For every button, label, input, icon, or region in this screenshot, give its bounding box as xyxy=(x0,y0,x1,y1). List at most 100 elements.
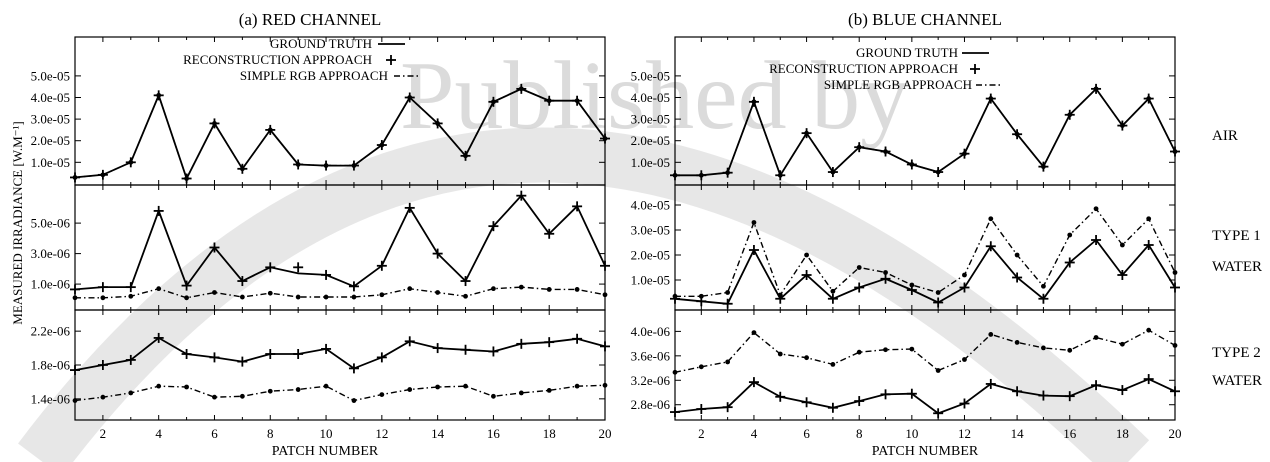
x-tick-label: 20 xyxy=(1169,426,1182,441)
subplot-6: 2.8e-06 3.2e-06 3.6e-06 4.0e-06 2 4 6 8 10 12 14 16… xyxy=(631,309,1182,441)
x-axis-label-red: PATCH NUMBER xyxy=(272,444,379,459)
y-tick-label: 4.0e-05 xyxy=(31,90,70,105)
x-tick-label: 14 xyxy=(1011,426,1025,441)
row-label-air: AIR xyxy=(1212,128,1238,144)
y-tick-label: 1.0e-06 xyxy=(31,277,71,292)
point-reconstruction xyxy=(153,90,164,101)
point-reconstruction xyxy=(1170,146,1180,157)
plot-area: 1.0e-052.0e-053.0e-054.0e-055.0e-051.0e-… xyxy=(31,36,1182,441)
point-reconstruction xyxy=(70,172,80,183)
point-reconstruction xyxy=(181,349,192,359)
x-tick-label: 8 xyxy=(267,426,274,441)
point-reconstruction xyxy=(572,95,583,106)
point-reconstruction xyxy=(1117,120,1128,131)
series-line-simple-rgb xyxy=(674,329,1176,373)
point-simple-rgb xyxy=(725,359,731,365)
point-simple-rgb xyxy=(804,355,809,361)
point-simple-rgb xyxy=(962,272,967,278)
point-reconstruction xyxy=(432,118,443,129)
legend-blue: GROUND TRUTH RECONSTRUCTION APPROACH SIM… xyxy=(769,45,1003,92)
point-simple-rgb xyxy=(804,252,809,258)
x-tick-label: 10 xyxy=(905,426,918,441)
y-tick-label: 3.2e-06 xyxy=(631,373,671,388)
point-reconstruction xyxy=(696,170,707,181)
y-tick-label: 2.2e-06 xyxy=(31,324,71,339)
y-tick-label: 5.0e-05 xyxy=(631,68,670,83)
point-reconstruction xyxy=(670,293,680,304)
point-reconstruction xyxy=(748,96,759,107)
y-tick-label: 1.0e-05 xyxy=(631,273,670,288)
x-tick-label: 14 xyxy=(431,426,445,441)
point-reconstruction xyxy=(321,343,332,354)
point-reconstruction xyxy=(70,284,80,295)
point-simple-rgb xyxy=(909,346,915,352)
x-tick-label: 10 xyxy=(320,426,333,441)
point-reconstruction xyxy=(906,285,917,295)
point-reconstruction xyxy=(516,338,527,349)
point-simple-rgb xyxy=(212,290,217,295)
point-reconstruction xyxy=(1012,129,1023,140)
x-tick-label: 6 xyxy=(211,426,218,441)
point-simple-rgb xyxy=(435,290,441,295)
point-simple-rgb xyxy=(491,393,496,399)
point-reconstruction xyxy=(748,245,759,255)
point-reconstruction xyxy=(600,341,610,352)
point-simple-rgb xyxy=(156,383,162,389)
point-reconstruction xyxy=(516,83,527,94)
point-simple-rgb xyxy=(1119,341,1125,347)
point-simple-rgb xyxy=(856,349,862,355)
point-simple-rgb xyxy=(212,394,217,400)
point-reconstruction xyxy=(70,365,80,376)
point-reconstruction xyxy=(1091,83,1102,94)
point-reconstruction xyxy=(1064,391,1075,402)
row-label-type1: TYPE 1 xyxy=(1212,228,1261,244)
point-simple-rgb xyxy=(491,286,496,292)
y-tick-label: 3.0e-05 xyxy=(631,223,670,238)
point-simple-rgb xyxy=(1067,347,1073,353)
watermark: Published by xyxy=(18,42,1150,462)
point-simple-rgb xyxy=(1172,343,1178,348)
point-reconstruction xyxy=(1012,386,1023,397)
point-reconstruction xyxy=(1143,93,1154,104)
point-reconstruction xyxy=(265,262,276,273)
point-reconstruction xyxy=(933,167,944,178)
point-reconstruction xyxy=(748,377,759,388)
watermark-swoosh xyxy=(18,127,1150,462)
point-simple-rgb xyxy=(546,387,552,393)
point-simple-rgb xyxy=(239,393,245,399)
point-reconstruction xyxy=(827,167,838,178)
series-line-ground-truth xyxy=(74,87,606,181)
y-tick-label: 2.0e-05 xyxy=(631,133,670,148)
subplot-4: 1.0e-05 2.0e-05 3.0e-05 4.0e-05 xyxy=(631,184,1180,311)
y-tick-label: 1.0e-05 xyxy=(31,155,70,170)
point-reconstruction xyxy=(181,173,192,184)
point-reconstruction xyxy=(265,349,276,359)
point-reconstruction xyxy=(348,363,359,374)
point-reconstruction xyxy=(181,280,192,291)
point-reconstruction xyxy=(933,297,944,308)
point-simple-rgb xyxy=(698,364,704,370)
point-reconstruction xyxy=(801,397,812,408)
x-tick-label: 2 xyxy=(698,426,705,441)
point-simple-rgb xyxy=(128,293,134,299)
subplot-frame xyxy=(674,309,1176,421)
point-simple-rgb xyxy=(351,398,357,403)
point-simple-rgb xyxy=(518,284,524,290)
point-reconstruction xyxy=(97,282,108,293)
point-reconstruction xyxy=(237,356,248,367)
point-reconstruction xyxy=(827,293,838,304)
point-reconstruction xyxy=(432,343,443,354)
point-simple-rgb xyxy=(777,351,783,357)
point-reconstruction xyxy=(854,396,865,407)
point-simple-rgb xyxy=(751,220,757,225)
point-reconstruction xyxy=(1170,282,1180,293)
series-line-ground-truth xyxy=(674,378,1176,415)
point-simple-rgb xyxy=(935,368,941,373)
point-reconstruction xyxy=(544,228,555,239)
point-simple-rgb xyxy=(128,390,134,396)
subplot-1: 1.0e-05 2.0e-05 3.0e-05 4.0e-05 5.0e-05 xyxy=(31,36,610,186)
legend-label-ground-truth-b: GROUND TRUTH xyxy=(856,45,958,60)
point-simple-rgb xyxy=(100,394,106,400)
point-reconstruction xyxy=(488,96,499,107)
point-reconstruction xyxy=(572,333,583,344)
